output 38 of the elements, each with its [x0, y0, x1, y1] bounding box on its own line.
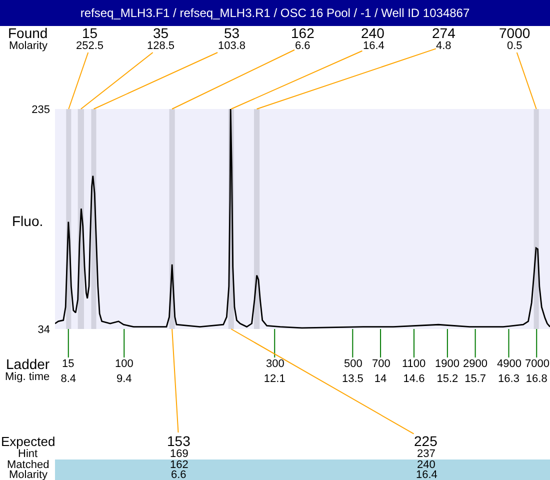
x-tick-label: 14 [374, 373, 387, 385]
text: Found Molarity [8, 25, 48, 52]
annotation: 700 [372, 358, 390, 370]
annotation: 1900 [435, 358, 460, 370]
x-tick-label: 12.1 [264, 373, 286, 385]
x-tick-label: 8.4 [60, 373, 76, 385]
x-tick-label: 16.8 [526, 373, 548, 385]
band-label: 162 6.6 [291, 25, 315, 52]
annotation: 2900 [463, 358, 488, 370]
annotation: 500 [344, 358, 362, 370]
y-tick-label: 235 [32, 104, 50, 116]
annotation: 4900 [497, 358, 522, 370]
band-label: 15 252.5 [76, 25, 104, 52]
text: Ladder [6, 356, 50, 372]
x-tick-label: 9.4 [116, 373, 132, 385]
annotation: 153 169 162 6.6 [167, 433, 191, 480]
band-label: 274 4.8 [432, 25, 456, 52]
x-tick-label: 15.2 [436, 373, 458, 385]
annotation: 100 [115, 358, 134, 370]
x-tick-label: 15.7 [464, 373, 486, 385]
chart-title: refseq_MLH3.F1 / refseq_MLH3.R1 / OSC 16 Pool / -1 / Well ID 1034867 [80, 6, 470, 20]
annotation: 1100 [402, 358, 426, 370]
band-label: 7000 0.5 [499, 25, 530, 52]
x-axis-title: Mig. time [5, 371, 50, 383]
x-tick-label: 14.6 [403, 373, 425, 385]
line-series [55, 109, 550, 329]
x-tick-label: 16.3 [498, 373, 520, 385]
text: Expected Hint Matched Molarity [1, 434, 56, 480]
band-label: 35 128.5 [147, 25, 175, 52]
x-tick-label: 13.5 [342, 373, 364, 385]
annotation: 15 [62, 358, 74, 370]
annotation: 7000 [525, 358, 550, 370]
annotation: 300 [266, 358, 284, 370]
band-label: 240 16.4 [361, 25, 385, 52]
y-tick-label: 34 [38, 324, 50, 336]
band-label: 53 103.8 [218, 25, 246, 52]
annotation: 225 237 240 16.4 [414, 433, 438, 480]
y-axis-title: Fluo. [12, 213, 44, 229]
